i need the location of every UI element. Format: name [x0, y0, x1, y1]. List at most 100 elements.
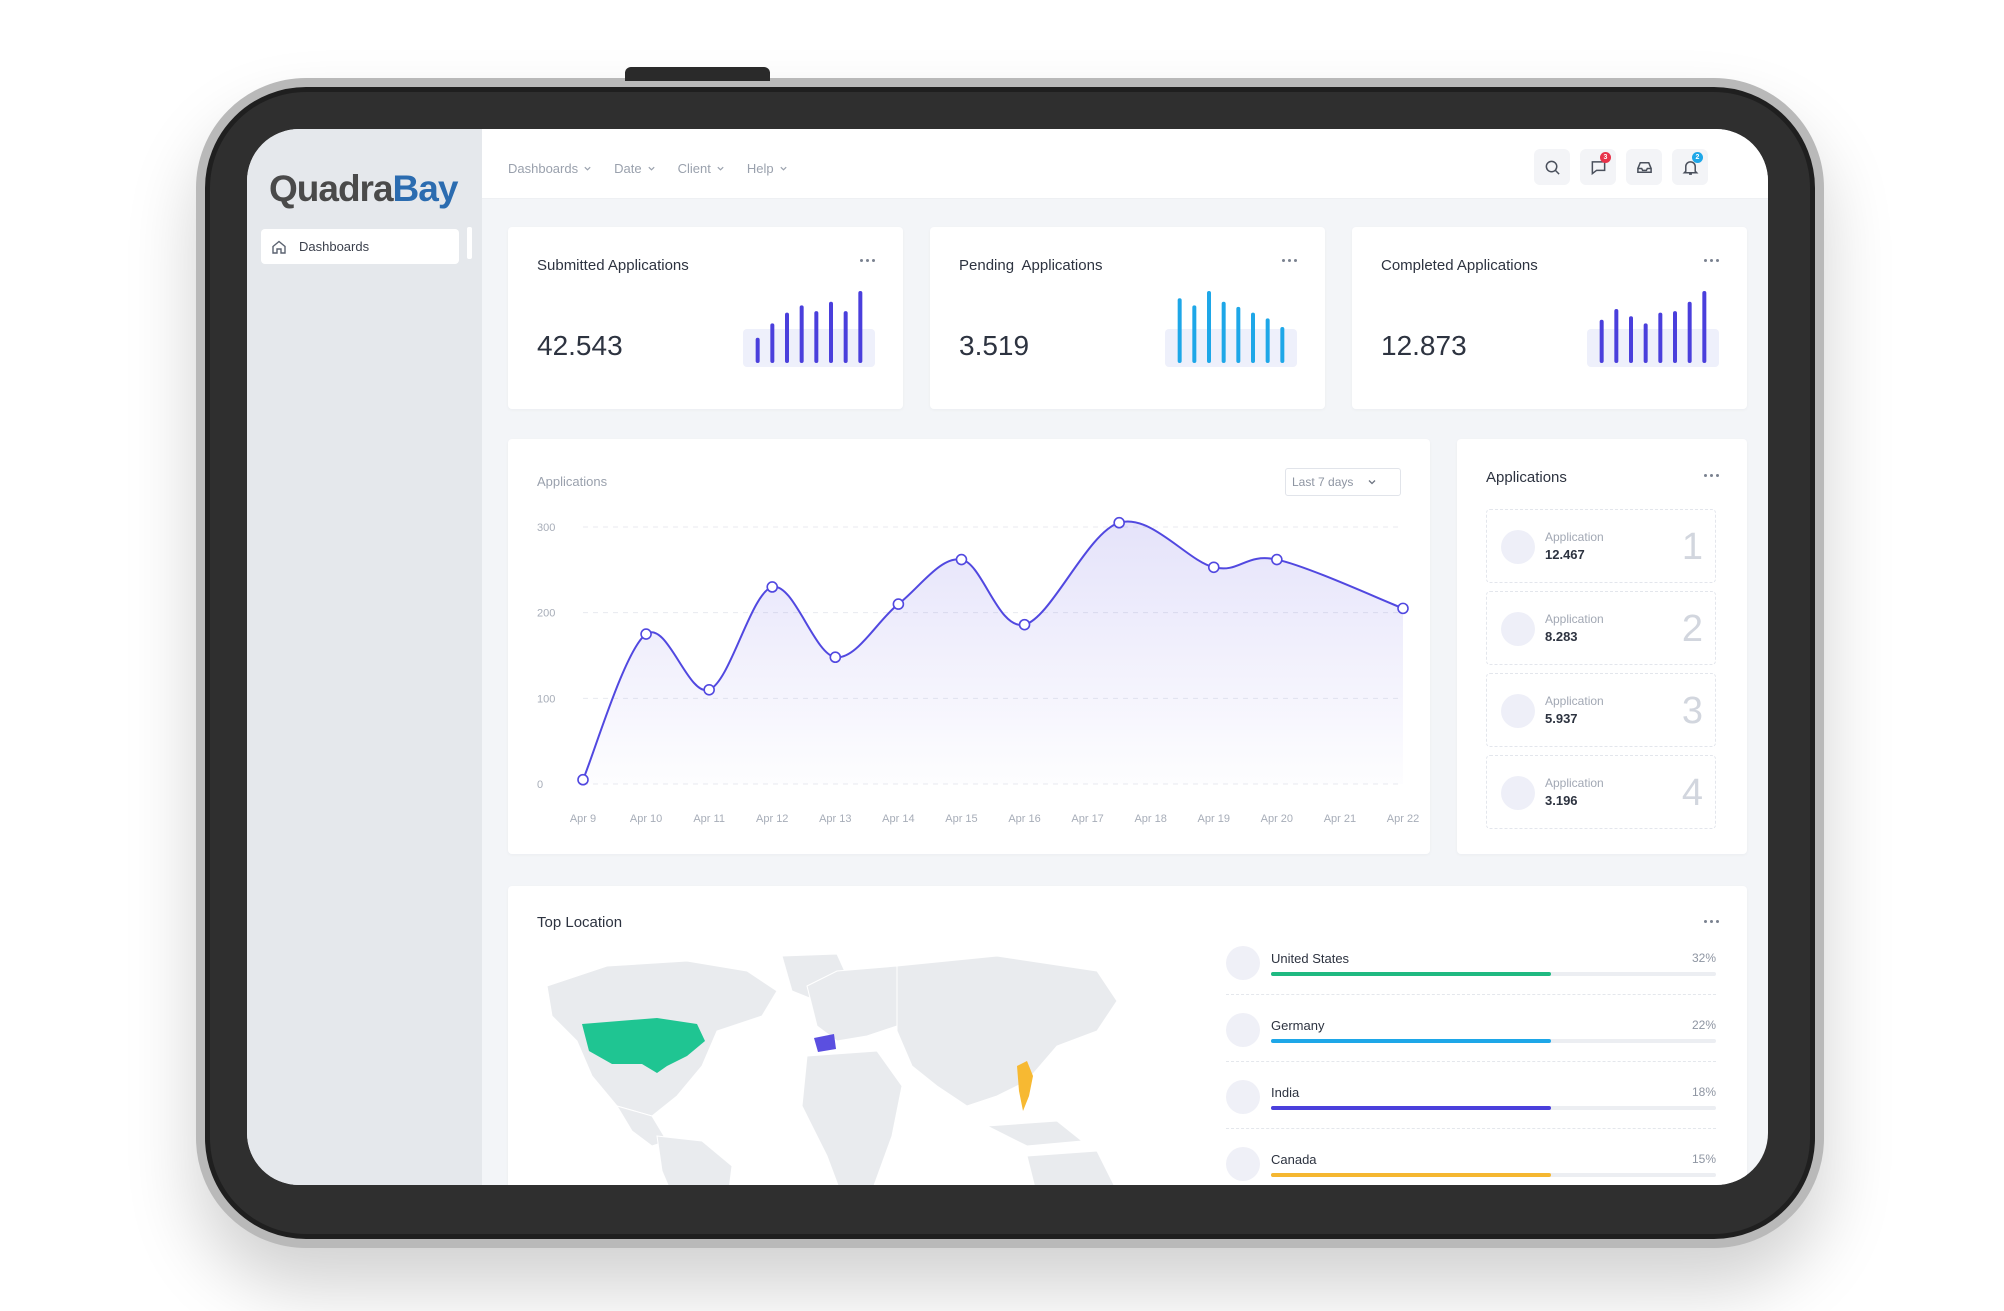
stat-card-value: 12.873	[1381, 330, 1467, 361]
location-name: India	[1271, 1085, 1300, 1100]
mini-bar-chart	[1587, 291, 1719, 367]
more-options-icon[interactable]	[1282, 259, 1297, 262]
mini-bar	[1236, 306, 1241, 363]
progress-fill	[1271, 1106, 1552, 1110]
data-point[interactable]	[1018, 618, 1031, 631]
inbox-button[interactable]	[1626, 149, 1662, 185]
chevron-down-icon	[1368, 480, 1376, 485]
nav-dashboards[interactable]: Dashboards	[508, 161, 592, 176]
data-point[interactable]	[577, 773, 589, 786]
progress-track	[1271, 1106, 1716, 1110]
stat-card-title: Submitted Applications	[537, 257, 689, 274]
list-item-rank: 2	[1681, 608, 1703, 650]
list-item-label: Application	[1545, 694, 1604, 708]
world-map	[546, 953, 1118, 1185]
bell-icon	[1682, 160, 1698, 175]
card-title: Top Location	[537, 914, 623, 931]
date-range-select[interactable]: Last 7 days	[1285, 468, 1401, 496]
mini-chart-backdrop	[743, 329, 875, 367]
data-point[interactable]	[1113, 516, 1125, 529]
more-options-icon[interactable]	[1704, 474, 1719, 477]
top-bar: Dashboards Date Client Help 3 2	[482, 129, 1768, 199]
search-button[interactable]	[1534, 149, 1570, 185]
card-title: Applications	[1486, 469, 1567, 486]
nav-label: Date	[614, 161, 642, 176]
data-point[interactable]	[955, 553, 968, 566]
data-point[interactable]	[703, 683, 715, 696]
mini-bar	[1629, 316, 1633, 363]
location-name: Canada	[1271, 1152, 1317, 1167]
location-name: United States	[1271, 951, 1350, 966]
data-point[interactable]	[892, 598, 905, 610]
notifications-button[interactable]: 2	[1672, 149, 1708, 185]
search-icon	[1545, 160, 1560, 175]
x-tick-label: Apr 18	[1134, 813, 1166, 825]
progress-fill	[1271, 1039, 1552, 1043]
mini-bar	[1614, 309, 1619, 363]
list-item-value: 8.283	[1545, 629, 1578, 644]
data-point[interactable]	[829, 651, 842, 664]
sidebar-item-label: Dashboards	[299, 239, 370, 254]
top-nav: Dashboards Date Client Help	[508, 161, 788, 176]
location-item-united-states[interactable]: United States 32%	[1226, 946, 1716, 1012]
mini-bar	[1643, 323, 1648, 363]
chevron-down-icon	[647, 166, 655, 171]
nav-label: Help	[746, 161, 774, 176]
list-item-label: Application	[1545, 612, 1604, 626]
mini-bar	[858, 291, 863, 363]
progress-fill	[1271, 972, 1552, 976]
more-options-icon[interactable]	[1704, 259, 1719, 262]
list-item[interactable]: Application 12.467 1	[1486, 509, 1716, 583]
notifications-badge: 2	[1692, 152, 1703, 163]
stat-card-pending: Pending Applications 3.519	[930, 227, 1325, 409]
more-options-icon[interactable]	[860, 259, 875, 262]
mini-bar	[1207, 291, 1211, 363]
data-point[interactable]	[640, 628, 652, 640]
avatar	[1501, 776, 1535, 810]
mini-bar	[1687, 301, 1692, 363]
stat-card-title: Pending Applications	[959, 257, 1103, 274]
mini-bar	[1192, 305, 1197, 363]
data-point[interactable]	[1207, 561, 1220, 574]
list-item-value: 5.937	[1545, 711, 1578, 726]
map-highlight-myanmar	[1017, 1061, 1033, 1111]
y-tick-label: 300	[537, 522, 555, 534]
y-tick-label: 200	[537, 608, 555, 620]
nav-date[interactable]: Date	[614, 161, 655, 176]
sidebar-scrollbar[interactable]	[467, 227, 472, 259]
data-point[interactable]	[1271, 553, 1283, 566]
x-tick-label: Apr 16	[1008, 813, 1040, 825]
data-point[interactable]	[766, 581, 779, 593]
list-item[interactable]: Application 3.196 4	[1486, 755, 1716, 829]
chart-title: Applications	[537, 474, 608, 489]
brand-logo-part1: Quadra	[269, 168, 394, 209]
nav-client[interactable]: Client	[678, 161, 725, 176]
mini-bar	[829, 301, 833, 363]
data-point[interactable]	[1397, 602, 1409, 615]
flag-icon	[1226, 1147, 1260, 1181]
progress-track	[1271, 1039, 1716, 1043]
mini-bar	[755, 337, 760, 363]
location-item-germany[interactable]: Germany 22%	[1226, 1013, 1716, 1079]
location-percent: 15%	[1691, 1152, 1716, 1166]
progress-track	[1271, 1173, 1716, 1177]
tablet-power-button	[625, 67, 770, 81]
list-item[interactable]: Application 5.937 3	[1486, 673, 1716, 747]
location-percent: 18%	[1691, 1085, 1716, 1099]
mini-chart-backdrop	[1165, 329, 1297, 367]
applications-line-chart: 0 100 200 300 Apr 9 Apr 10 Apr 11 Apr 12 Apr 13 A…	[537, 516, 1419, 825]
brand-logo[interactable]: QuadraBay	[269, 164, 458, 214]
mini-bar	[1702, 291, 1707, 363]
list-item[interactable]: Application 8.283 2	[1486, 591, 1716, 665]
more-options-icon[interactable]	[1704, 920, 1719, 923]
stat-card-submitted: Submitted Applications 42.543	[508, 227, 903, 409]
messages-button[interactable]: 3	[1580, 149, 1616, 185]
location-item-canada[interactable]: Canada 15%	[1226, 1147, 1716, 1185]
flag-icon	[1226, 1013, 1260, 1047]
location-item-india[interactable]: India 18%	[1226, 1080, 1716, 1146]
avatar	[1501, 530, 1535, 564]
flag-icon	[1226, 1080, 1260, 1114]
sidebar-item-dashboards[interactable]: Dashboards	[261, 229, 459, 264]
applications-chart-card: Applications Last 7 days 0 100 200 300 Apr 9…	[508, 439, 1430, 854]
nav-help[interactable]: Help	[747, 161, 788, 176]
